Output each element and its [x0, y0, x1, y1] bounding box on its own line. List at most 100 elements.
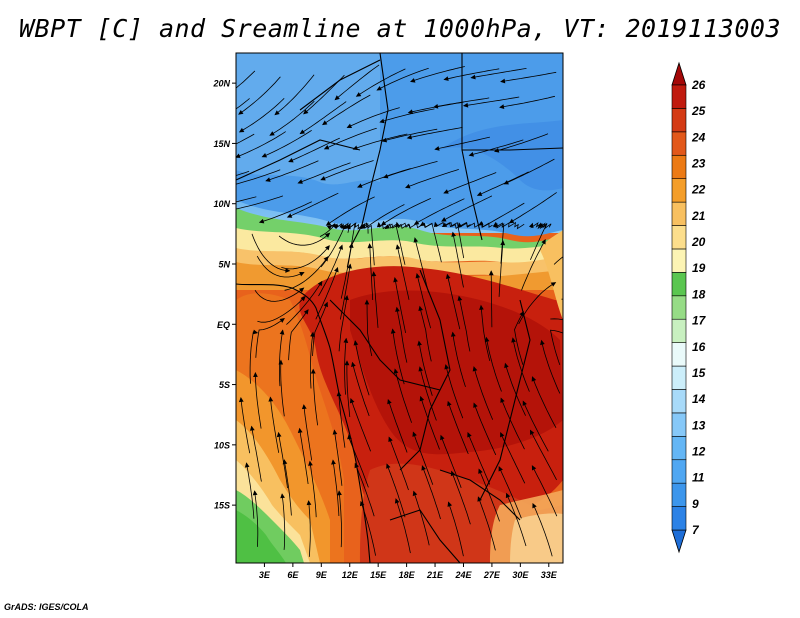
- streamline: [522, 401, 549, 452]
- lat-label: 15S: [214, 501, 230, 511]
- colorbar-label: 23: [691, 157, 706, 171]
- streamline-arrow: [412, 490, 418, 497]
- lon-label: 33E: [541, 570, 558, 580]
- streamline: [288, 309, 309, 361]
- streamline-arrow: [269, 131, 275, 136]
- streamline-arrow: [470, 74, 476, 80]
- streamline-arrow: [410, 78, 416, 83]
- lon-label: 15E: [370, 570, 387, 580]
- streamline-arrow: [447, 400, 452, 407]
- streamline: [509, 192, 557, 224]
- streamline: [385, 223, 406, 265]
- streamline: [381, 198, 431, 226]
- streamline: [256, 255, 304, 278]
- colorbar-swatch: [671, 248, 687, 273]
- streamline-arrow: [279, 329, 285, 335]
- streamline-arrow: [393, 368, 399, 374]
- streamline: [477, 496, 496, 551]
- streamline: [434, 221, 471, 230]
- streamline-arrow: [280, 493, 285, 499]
- colorbar-swatch: [671, 108, 687, 133]
- streamline-arrow: [447, 501, 453, 507]
- colorbar-swatch: [671, 84, 687, 109]
- streamline: [485, 337, 502, 392]
- streamline-arrow: [386, 463, 391, 469]
- streamline-arrow: [376, 86, 382, 91]
- streamline: [394, 369, 412, 423]
- lat-label: EQ: [217, 320, 230, 330]
- colorbar-label: 14: [692, 392, 706, 406]
- streamline-arrow: [285, 268, 291, 273]
- streamline-arrow: [334, 266, 339, 273]
- streamline: [419, 367, 437, 421]
- streamline: [467, 432, 491, 485]
- streamline: [366, 300, 373, 357]
- streamline-arrow: [434, 146, 440, 151]
- streamline-arrow: [451, 231, 457, 237]
- streamline: [443, 172, 497, 194]
- streamline-arrow: [395, 221, 401, 228]
- streamline-arrow: [440, 434, 445, 441]
- streamline-arrow: [473, 402, 478, 408]
- streamline: [477, 171, 529, 196]
- streamline: [334, 64, 380, 101]
- streamline: [284, 256, 329, 291]
- streamline: [239, 98, 285, 133]
- streamline-arrow: [376, 221, 382, 228]
- streamline-arrow: [528, 222, 534, 229]
- streamline: [383, 161, 438, 178]
- lat-label: 5N: [218, 259, 230, 269]
- lon-label: 21E: [426, 570, 444, 580]
- streamline: [318, 245, 343, 297]
- colorbar-swatch: [671, 154, 687, 179]
- streamline-arrow: [238, 109, 244, 115]
- streamline: [500, 71, 557, 82]
- streamline-arrow: [353, 340, 359, 346]
- streamline-arrow: [500, 397, 505, 403]
- streamline: [386, 464, 406, 518]
- streamline-arrow: [288, 157, 294, 163]
- lat-label: 5S: [219, 380, 230, 390]
- streamline-arrow: [412, 431, 417, 437]
- streamline-arrow: [347, 263, 352, 269]
- streamline-arrow: [306, 500, 312, 506]
- streamline: [359, 204, 405, 229]
- streamline: [448, 502, 464, 557]
- streamline: [338, 392, 346, 448]
- streamline-arrow: [298, 287, 305, 293]
- streamline-arrow: [227, 184, 231, 187]
- streamline: [532, 503, 553, 557]
- streamline-arrow: [303, 309, 309, 315]
- streamline: [387, 399, 408, 453]
- streamline-arrow: [383, 173, 389, 179]
- colorbar-swatch: [671, 318, 687, 343]
- streamline-arrow: [344, 360, 350, 366]
- streamline: [373, 272, 379, 328]
- streamline: [416, 273, 431, 329]
- streamline: [334, 430, 343, 486]
- streamline-arrow: [323, 301, 328, 308]
- streamline: [361, 223, 375, 266]
- colorbar-swatch: [671, 365, 687, 390]
- streamline-arrow: [352, 145, 358, 151]
- streamline-arrow: [274, 110, 280, 116]
- streamline-arrow: [332, 429, 338, 435]
- colorbar-swatch: [671, 272, 687, 297]
- streamline: [549, 329, 563, 366]
- streamline-arrow: [347, 434, 352, 440]
- streamline-arrow: [478, 468, 483, 474]
- lon-label: 3E: [259, 570, 271, 580]
- streamline-arrow: [499, 104, 505, 109]
- streamline-arrow: [320, 176, 326, 181]
- streamline: [299, 428, 309, 485]
- streamline-arrow: [268, 396, 274, 402]
- streamline: [494, 133, 549, 152]
- streamline-arrow: [418, 366, 424, 372]
- streamline: [338, 295, 348, 352]
- streamline: [251, 233, 290, 272]
- streamline-arrow: [494, 147, 500, 153]
- streamline: [278, 432, 288, 489]
- streamline-arrow: [359, 223, 365, 229]
- colorbar-label: 21: [691, 209, 706, 223]
- streamline: [348, 434, 369, 488]
